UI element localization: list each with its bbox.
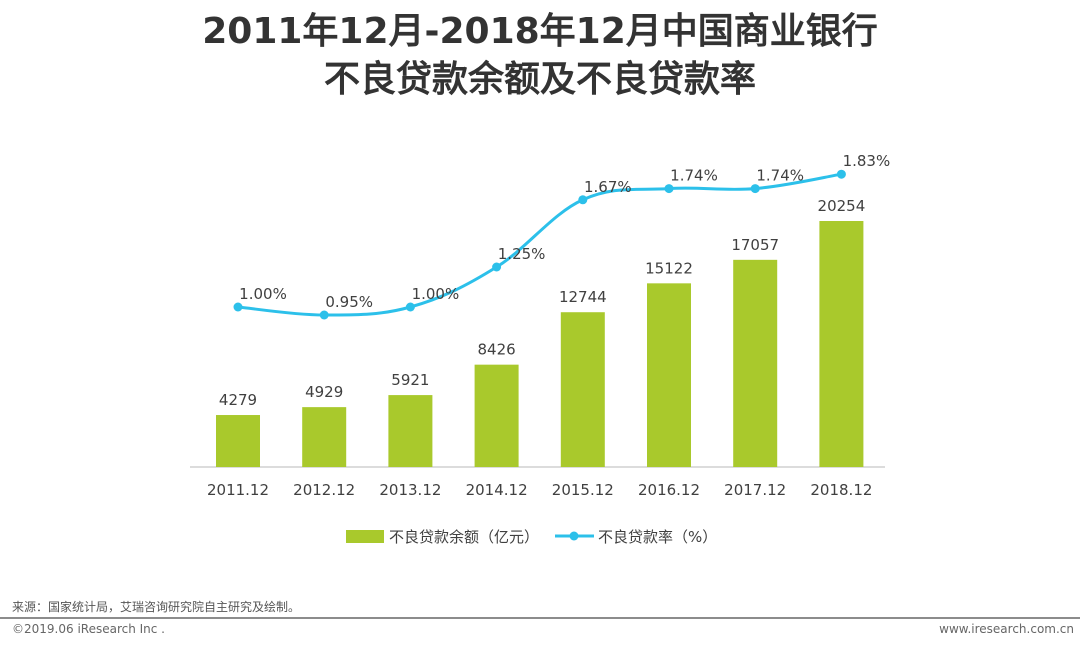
bar-label: 5921 [391, 371, 429, 389]
rate-point [836, 169, 846, 179]
rate-point [319, 310, 329, 320]
bar [560, 312, 605, 467]
bar [474, 364, 519, 467]
footer-divider [0, 617, 1080, 619]
bar-label: 17057 [731, 236, 779, 254]
bar [302, 407, 347, 467]
bar [819, 221, 864, 467]
bar-label: 12744 [559, 288, 607, 306]
bar-label: 4929 [305, 383, 343, 401]
legend-bar-swatch [346, 530, 384, 543]
bar-label: 15122 [645, 259, 693, 277]
rate-line [237, 172, 842, 317]
rate-label: 1.83% [843, 152, 891, 170]
rate-point [492, 262, 502, 272]
legend-line-marker [569, 531, 579, 541]
bar [647, 283, 691, 467]
rate-label: 1.67% [584, 178, 632, 196]
bar [733, 259, 778, 467]
x-tick-label: 2016.12 [638, 481, 700, 499]
rate-label: 1.74% [670, 167, 718, 185]
chart-title: 2011年12月-2018年12月中国商业银行 不良贷款余额及不良贷款率 [0, 8, 1080, 104]
rate-point [664, 184, 674, 194]
rate-point [405, 302, 415, 312]
rate-label: 1.25% [498, 245, 546, 263]
chart: 4279 2011.12 4929 2012.12 5921 2013.12 8426 201… [190, 152, 891, 546]
copyright: ©2019.06 iResearch Inc . [12, 622, 165, 636]
bar-label: 20254 [818, 197, 866, 215]
rate-label: 1.74% [756, 167, 804, 185]
rate-label: 1.00% [412, 285, 460, 303]
title-line-2: 不良贷款余额及不良贷款率 [323, 59, 756, 100]
x-tick-label: 2013.12 [379, 481, 441, 499]
bar-label: 4279 [219, 391, 257, 409]
rate-point [578, 195, 588, 205]
legend-line-label: 不良贷款率（%） [598, 528, 717, 546]
bar-label: 8426 [478, 341, 516, 359]
x-tick-label: 2018.12 [810, 481, 872, 499]
website-link[interactable]: www.iresearch.com.cn [939, 622, 1074, 636]
bar [388, 395, 433, 467]
rate-point [750, 184, 760, 194]
legend-bar-label: 不良贷款余额（亿元） [389, 528, 539, 546]
bar [216, 415, 260, 467]
rate-point [233, 302, 243, 312]
x-tick-label: 2017.12 [724, 481, 786, 499]
rate-label: 1.00% [239, 285, 287, 303]
rate-label: 0.95% [325, 293, 373, 311]
title-line-1: 2011年12月-2018年12月中国商业银行 [202, 11, 878, 52]
source-note: 来源：国家统计局，艾瑞咨询研究院自主研究及绘制。 [12, 600, 301, 614]
x-tick-label: 2014.12 [466, 481, 528, 499]
x-tick-label: 2011.12 [207, 481, 269, 499]
x-tick-label: 2015.12 [552, 481, 614, 499]
x-tick-label: 2012.12 [293, 481, 355, 499]
